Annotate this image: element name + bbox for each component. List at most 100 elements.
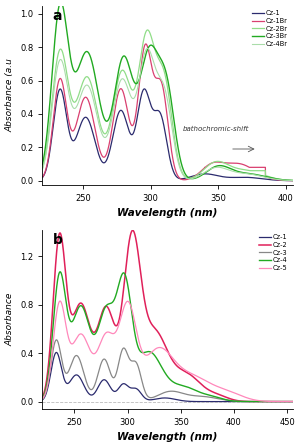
- Cz-3: [238, 399, 241, 404]
- Cz-2Br: [53, 70, 57, 76]
- Cz-3Br: [53, 34, 57, 39]
- Cz-2: [53, 268, 57, 274]
- Cz-2Br: [284, 177, 287, 183]
- Y-axis label: Absorbance: Absorbance: [5, 293, 14, 346]
- Cz-3: [284, 399, 287, 404]
- Cz-1: [53, 108, 57, 113]
- Cz-1: [284, 178, 287, 183]
- Cz-1Br: [284, 178, 287, 183]
- Cz-2: [291, 399, 294, 404]
- Line: Cz-1Br: Cz-1Br: [42, 44, 293, 181]
- Cz-2Br: [284, 177, 287, 183]
- Cz-4Br: [284, 177, 287, 183]
- Cz-3Br: [41, 162, 44, 167]
- Cz-5: [238, 392, 241, 398]
- Cz-5: [162, 346, 166, 352]
- Cz-5: [58, 298, 62, 304]
- Cz-3: [162, 390, 166, 395]
- Line: Cz-5: Cz-5: [42, 301, 293, 401]
- Cz-2: [284, 399, 287, 404]
- Cz-1: [238, 399, 241, 404]
- Cz-2: [162, 340, 166, 346]
- Cz-4: [162, 369, 166, 374]
- Cz-5: [284, 399, 287, 404]
- Line: Cz-2: Cz-2: [42, 230, 293, 401]
- Cz-5: [291, 399, 294, 404]
- Legend: Cz-1, Cz-1Br, Cz-2Br, Cz-3Br, Cz-4Br: Cz-1, Cz-1Br, Cz-2Br, Cz-3Br, Cz-4Br: [250, 9, 289, 48]
- Cz-1Br: [284, 178, 287, 183]
- Line: Cz-1: Cz-1: [42, 89, 293, 181]
- Cz-3Br: [284, 177, 287, 183]
- Line: Cz-3: Cz-3: [42, 340, 293, 401]
- Line: Cz-1: Cz-1: [42, 353, 293, 401]
- Cz-2: [41, 394, 44, 400]
- Cz-3Br: [291, 178, 294, 183]
- Cz-1Br: [238, 161, 241, 166]
- Text: a: a: [52, 9, 62, 23]
- Cz-1Br: [144, 41, 148, 47]
- Cz-2Br: [156, 54, 159, 59]
- Cz-1: [291, 178, 294, 183]
- Cz-3Br: [59, 0, 63, 5]
- Cz-1: [284, 399, 287, 404]
- Cz-4: [156, 357, 159, 362]
- Line: Cz-3Br: Cz-3Br: [42, 2, 293, 181]
- Cz-4Br: [41, 167, 44, 172]
- X-axis label: Wavelength (nm): Wavelength (nm): [117, 208, 218, 219]
- Text: b: b: [52, 233, 62, 247]
- Cz-1: [284, 178, 287, 183]
- Cz-4Br: [238, 170, 241, 175]
- Cz-1: [143, 86, 146, 91]
- Cz-2: [238, 398, 241, 404]
- Cz-4: [284, 399, 287, 404]
- Cz-3: [53, 339, 57, 344]
- Cz-5: [284, 399, 287, 404]
- Cz-5: [41, 396, 44, 401]
- Cz-2Br: [162, 69, 166, 74]
- Cz-4Br: [156, 70, 159, 75]
- Cz-5: [156, 345, 159, 351]
- Y-axis label: Absorbance (a.u: Absorbance (a.u: [5, 58, 14, 132]
- Cz-4: [291, 399, 294, 404]
- Legend: Cz-1, Cz-2, Cz-3, Cz-4, Cz-5: Cz-1, Cz-2, Cz-3, Cz-4, Cz-5: [258, 233, 289, 272]
- Cz-4: [238, 399, 241, 404]
- Cz-4: [53, 299, 57, 305]
- Cz-1: [162, 125, 166, 130]
- Cz-2: [156, 329, 159, 334]
- Cz-3: [156, 393, 159, 398]
- Cz-4: [284, 399, 287, 404]
- X-axis label: Wavelength (nm): Wavelength (nm): [117, 432, 218, 443]
- Line: Cz-4Br: Cz-4Br: [42, 48, 293, 181]
- Line: Cz-2Br: Cz-2Br: [42, 30, 293, 181]
- Cz-4: [58, 269, 62, 275]
- Cz-3Br: [162, 63, 166, 69]
- Cz-1: [156, 396, 159, 401]
- Cz-1Br: [162, 91, 166, 96]
- Cz-1: [41, 397, 44, 403]
- Cz-4Br: [284, 177, 287, 183]
- Cz-1: [284, 399, 287, 404]
- Cz-3: [54, 337, 58, 343]
- Cz-4Br: [146, 46, 149, 51]
- Cz-4Br: [291, 178, 294, 183]
- Cz-1: [156, 108, 159, 113]
- Cz-2Br: [41, 166, 44, 171]
- Cz-2: [131, 228, 135, 233]
- Cz-4Br: [53, 79, 57, 84]
- Cz-1: [54, 350, 58, 355]
- Cz-4: [41, 396, 44, 401]
- Cz-4Br: [162, 83, 166, 89]
- Cz-1Br: [156, 76, 159, 81]
- Cz-1: [162, 395, 166, 401]
- Cz-1Br: [291, 178, 294, 183]
- Cz-3Br: [284, 177, 287, 183]
- Cz-3Br: [156, 51, 159, 56]
- Cz-5: [53, 321, 57, 327]
- Cz-3Br: [238, 169, 241, 175]
- Cz-1: [53, 351, 57, 356]
- Cz-1Br: [53, 100, 57, 105]
- Cz-1: [291, 399, 294, 404]
- Line: Cz-4: Cz-4: [42, 272, 293, 401]
- Cz-1: [238, 175, 241, 180]
- Cz-1Br: [41, 175, 44, 180]
